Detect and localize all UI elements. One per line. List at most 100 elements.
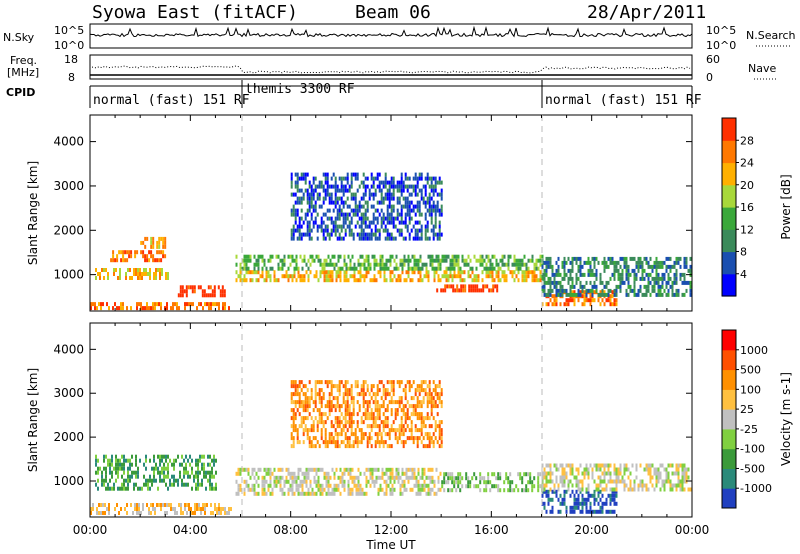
heatmap-cell bbox=[439, 487, 442, 492]
heatmap-cell bbox=[357, 262, 360, 267]
heatmap-cell bbox=[392, 224, 395, 229]
heatmap-cell bbox=[625, 463, 628, 468]
heatmap-cell bbox=[408, 208, 411, 213]
heatmap-cell bbox=[179, 285, 182, 290]
heatmap-cell bbox=[589, 264, 592, 269]
heatmap-cell bbox=[402, 408, 405, 413]
heatmap-cell bbox=[541, 471, 544, 476]
heatmap-cell bbox=[438, 400, 441, 405]
heatmap-cell bbox=[308, 412, 311, 417]
heatmap-cell bbox=[535, 278, 538, 283]
heatmap-cell bbox=[619, 463, 622, 468]
heatmap-cell bbox=[541, 284, 544, 289]
heatmap-cell bbox=[348, 188, 351, 193]
heatmap-cell bbox=[308, 180, 311, 185]
heatmap-cell bbox=[332, 220, 335, 225]
heatmap-cell bbox=[283, 479, 286, 484]
heatmap-cell bbox=[625, 292, 628, 297]
heatmap-cell bbox=[443, 258, 446, 263]
heatmap-cell bbox=[154, 507, 156, 511]
heatmap-cell bbox=[328, 440, 331, 445]
heatmap-cell bbox=[619, 280, 622, 285]
heatmap-cell bbox=[420, 432, 423, 437]
heatmap-cell bbox=[377, 475, 380, 480]
heatmap-cell bbox=[537, 484, 540, 489]
heatmap-cell bbox=[398, 432, 401, 437]
heatmap-cell bbox=[273, 270, 276, 275]
heatmap-cell bbox=[623, 256, 626, 261]
heatmap-cell bbox=[347, 278, 350, 283]
heatmap-cell bbox=[390, 380, 393, 385]
heatmap-cell bbox=[377, 487, 380, 492]
heatmap-cell bbox=[183, 289, 186, 294]
heatmap-cell bbox=[432, 404, 435, 409]
heatmap-cell bbox=[369, 262, 372, 267]
heatmap-cell bbox=[430, 188, 433, 193]
heatmap-cell bbox=[348, 440, 351, 445]
heatmap-cell bbox=[659, 292, 662, 297]
heatmap-cell bbox=[339, 278, 342, 283]
nave-tick-bottom: 0 bbox=[706, 71, 713, 84]
heatmap-cell bbox=[263, 479, 266, 484]
heatmap-cell bbox=[424, 184, 427, 189]
heatmap-cell bbox=[577, 471, 580, 476]
heatmap-cell bbox=[607, 467, 610, 472]
heatmap-cell bbox=[366, 232, 369, 237]
heatmap-cell bbox=[356, 380, 359, 385]
heatmap-cell bbox=[409, 278, 412, 283]
heatmap-cell bbox=[277, 467, 280, 472]
heatmap-cell bbox=[126, 258, 129, 263]
heatmap-cell bbox=[292, 420, 295, 425]
heatmap-cell bbox=[621, 268, 624, 273]
heatmap-cell bbox=[228, 511, 230, 515]
heatmap-cell bbox=[334, 408, 337, 413]
heatmap-cell bbox=[575, 272, 578, 277]
heatmap-cell bbox=[449, 270, 452, 275]
heatmap-cell bbox=[481, 258, 484, 263]
heatmap-cell bbox=[398, 188, 401, 193]
heatmap-cell bbox=[412, 224, 415, 229]
heatmap-cell bbox=[685, 471, 688, 476]
heatmap-cell bbox=[605, 463, 608, 468]
heatmap-cell bbox=[595, 497, 598, 502]
heatmap-cell bbox=[110, 258, 113, 263]
heatmap-cell bbox=[438, 436, 441, 441]
heatmap-cell bbox=[328, 200, 331, 205]
heatmap-cell bbox=[412, 436, 415, 441]
heatmap-cell bbox=[597, 493, 600, 498]
heatmap-cell bbox=[551, 471, 554, 476]
heatmap-cell bbox=[168, 503, 170, 507]
heatmap-cell bbox=[555, 467, 558, 472]
heatmap-cell bbox=[279, 258, 282, 263]
heatmap-cell bbox=[380, 200, 383, 205]
heatmap-cell bbox=[591, 467, 594, 472]
heatmap-cell bbox=[112, 250, 115, 255]
heatmap-cell bbox=[613, 463, 616, 468]
heatmap-cell bbox=[601, 280, 604, 285]
heatmap-cell bbox=[204, 302, 206, 307]
heatmap-cell bbox=[320, 416, 323, 421]
heatmap-cell bbox=[509, 270, 512, 275]
heatmap-cell bbox=[139, 486, 141, 491]
heatmap-cell bbox=[579, 479, 582, 484]
heatmap-cell bbox=[617, 260, 620, 265]
heatmap-cell bbox=[611, 479, 614, 484]
heatmap-cell bbox=[197, 285, 200, 290]
heatmap-cell bbox=[136, 507, 138, 511]
heatmap-cell bbox=[360, 216, 363, 221]
heatmap-cell bbox=[434, 224, 437, 229]
heatmap-cell bbox=[431, 262, 434, 267]
heatmap-cell bbox=[388, 392, 391, 397]
heatmap-cell bbox=[204, 503, 206, 507]
heatmap-cell bbox=[454, 288, 457, 293]
heatmap-cell bbox=[320, 184, 323, 189]
heatmap-cell bbox=[135, 462, 137, 467]
heatmap-cell bbox=[378, 432, 381, 437]
heatmap-cell bbox=[665, 467, 668, 472]
heatmap-cell bbox=[325, 471, 328, 476]
heatmap-cell bbox=[655, 479, 658, 484]
heatmap-cell bbox=[333, 266, 336, 271]
heatmap-cell bbox=[159, 478, 161, 483]
heatmap-cell bbox=[324, 172, 327, 177]
heatmap-cell bbox=[293, 479, 296, 484]
